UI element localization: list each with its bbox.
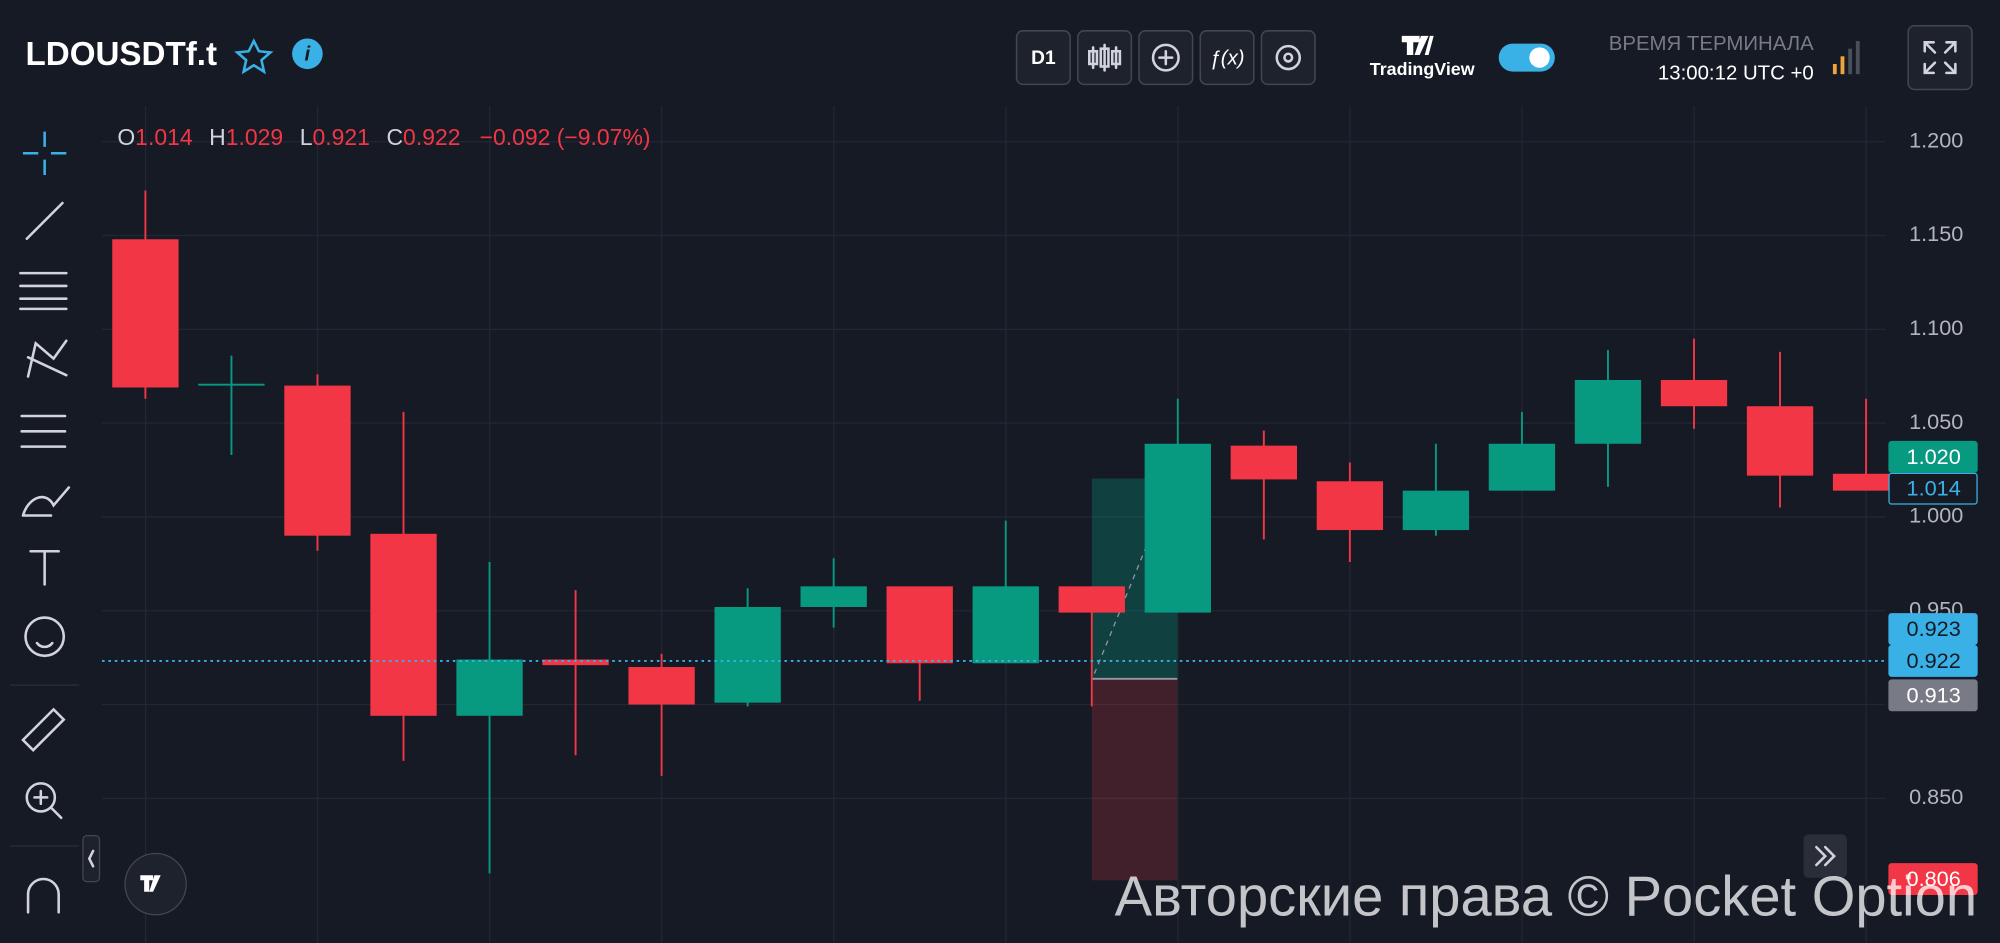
terminal-label: ВРЕМЯ ТЕРМИНАЛА — [1609, 33, 1814, 55]
y-tick-label: 1.100 — [1909, 315, 1963, 340]
fullscreen-button[interactable] — [1907, 24, 1973, 91]
candle-body — [1402, 490, 1470, 531]
legend-label: L — [300, 124, 313, 150]
legend-value: 1.014 — [135, 124, 193, 150]
candle-body — [370, 533, 437, 716]
candle-body — [1832, 473, 1900, 491]
price-label: 1.020 — [1907, 444, 1961, 469]
candle-body — [542, 659, 609, 666]
legend-value: 0.922 — [403, 124, 460, 150]
y-tick-label: 1.000 — [1909, 503, 1963, 528]
scroll-icon — [1815, 845, 1836, 867]
timeframe-button[interactable] — [1015, 30, 1071, 86]
ruler-tool[interactable] — [21, 707, 66, 753]
y-tick-label: 0.850 — [1909, 784, 1963, 809]
signal-bar — [1848, 48, 1853, 75]
price-label: 1.014 — [1907, 476, 1961, 501]
candle-body — [198, 383, 265, 386]
candle-body — [972, 586, 1039, 664]
pattern-tool[interactable] — [26, 339, 68, 378]
zoom-plus — [33, 789, 63, 820]
candle-body — [1746, 406, 1814, 476]
legend-label: C — [386, 124, 403, 150]
signal-bar — [1832, 63, 1837, 75]
price-label-box — [1888, 440, 1978, 473]
price-label: 0.806 — [1907, 866, 1961, 891]
emoji-tool[interactable] — [24, 616, 66, 658]
ohlc-legend: O1.014 H1.029 L0.921 C0.922 −0.092 (−9.0… — [117, 124, 650, 150]
candle-body — [1574, 379, 1642, 444]
price-label: 0.913 — [1907, 682, 1961, 707]
favorite-star[interactable] — [234, 38, 274, 75]
brush-tool[interactable] — [21, 486, 71, 517]
toolbar — [10, 131, 101, 914]
price-label: 0.922 — [1907, 648, 1961, 673]
legend-value: 0.921 — [313, 124, 370, 150]
plus-icon — [1151, 43, 1180, 72]
settings-button[interactable] — [1260, 30, 1316, 86]
candles-icon — [1088, 43, 1122, 72]
gear-hub — [1283, 52, 1294, 63]
emoji-smile — [35, 641, 54, 649]
legend-label: H — [209, 124, 226, 150]
position-loss — [1091, 678, 1178, 881]
legend-label: O — [117, 124, 135, 150]
candle-body — [1488, 443, 1556, 491]
candle-body — [1144, 443, 1211, 613]
functions-icon: ƒ(x) — [1209, 47, 1244, 69]
price-label-box — [1888, 679, 1978, 712]
position-path — [1093, 548, 1146, 674]
functions-button[interactable] — [1199, 30, 1255, 86]
collapse-arrow — [87, 849, 95, 868]
candle-body — [456, 659, 523, 716]
price-label-box — [1888, 472, 1978, 505]
candle-body — [886, 586, 953, 664]
tradingview-logo — [1401, 35, 1434, 56]
magnet-tool[interactable] — [26, 877, 60, 914]
y-tick-label: 1.150 — [1909, 221, 1963, 246]
legend-value: 1.029 — [226, 124, 283, 150]
candle-body — [112, 239, 179, 388]
candle-body — [800, 586, 867, 607]
watermark: Авторские права © Pocket Option — [1115, 865, 1977, 928]
brand: TradingView — [1370, 59, 1475, 79]
info-icon[interactable] — [292, 38, 323, 70]
tv-badge-logo — [140, 875, 161, 892]
fullscreen-icon — [1923, 41, 1957, 75]
legend-change: −0.092 (−9.07%) — [480, 124, 651, 150]
toggle-knob — [1529, 47, 1550, 68]
candle-body — [1316, 481, 1384, 531]
gear-icon — [1275, 44, 1302, 71]
plus-cross — [1158, 49, 1174, 66]
terminal-time: 13:00:12 UTC +0 — [1658, 63, 1814, 85]
crosshair-tool[interactable] — [22, 131, 67, 175]
candle-body — [1058, 586, 1125, 613]
price-label-box — [1888, 613, 1978, 645]
trendline-tool[interactable] — [25, 201, 64, 240]
signal-bar — [1855, 41, 1860, 75]
zoom-tool[interactable] — [25, 782, 57, 813]
signal-bar — [1840, 56, 1845, 75]
toolbar-collapse[interactable] — [82, 835, 101, 883]
candle-body — [1230, 445, 1298, 480]
y-tick-label: 1.050 — [1909, 409, 1963, 434]
price-label-box — [1888, 644, 1978, 677]
info-glyph: i — [305, 43, 312, 65]
candle-body — [1660, 379, 1728, 407]
candle-body — [714, 606, 781, 703]
candle-body — [284, 385, 351, 536]
candle-body — [628, 667, 695, 705]
price-label-box — [1888, 863, 1978, 895]
timeframe: D1 — [1031, 48, 1056, 69]
text-tool[interactable] — [29, 549, 60, 586]
symbol[interactable]: LDOUSDTf.t — [26, 36, 218, 73]
forecast-tool[interactable] — [20, 414, 67, 448]
price-label: 0.923 — [1907, 616, 1961, 641]
y-tick-label: 1.200 — [1909, 127, 1963, 152]
fib-tool[interactable] — [19, 271, 68, 311]
